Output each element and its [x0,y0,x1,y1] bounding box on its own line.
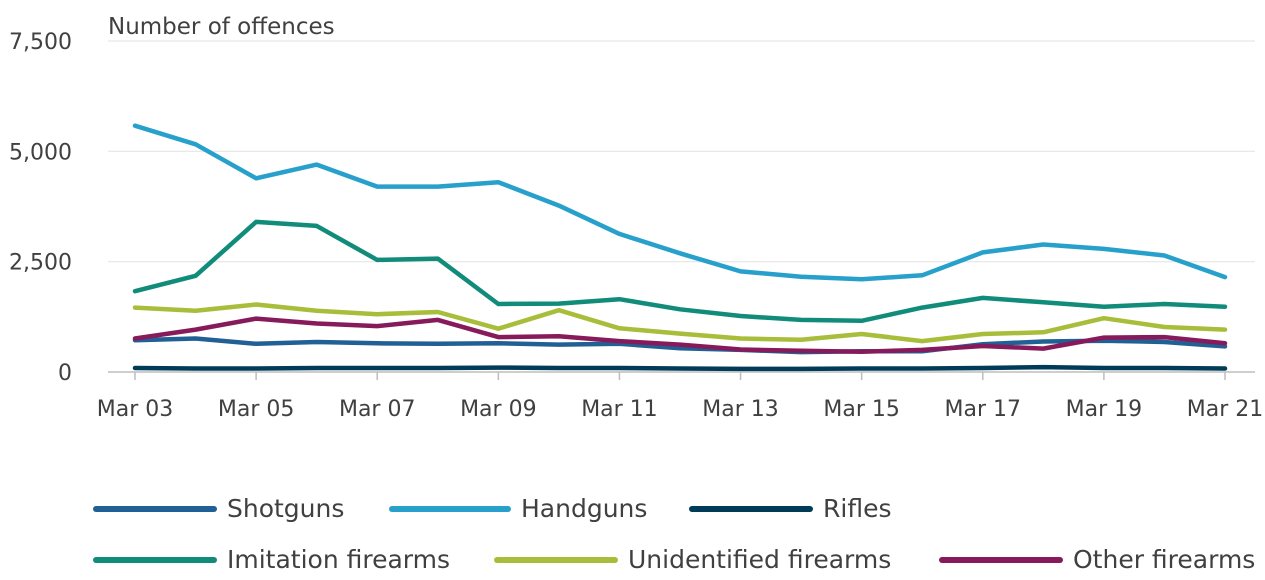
legend-item: Rifles [689,494,891,523]
series-line-unidentified-firearms [132,302,1228,344]
y-axis-title: Number of offences [108,14,335,40]
series-lines [132,123,1228,372]
y-tick-label: 0 [58,361,72,386]
grid-lines [108,40,1255,373]
legend-item: Handguns [389,494,647,523]
x-tick-label: Mar 09 [460,397,537,422]
series-line-handguns [132,123,1228,282]
x-tick-label: Mar 15 [823,397,900,422]
legend-item: Other firearms [939,545,1255,574]
series-line-shotguns [132,336,1228,355]
legend: Shotguns Handguns Rifles Imitation firearms… [93,494,1255,574]
legend-item: Shotguns [93,494,344,523]
y-axis-ticks: 0 2,500 5,000 7,500 [9,30,72,386]
legend-label: Rifles [823,494,891,523]
legend-label: Other firearms [1073,545,1255,574]
series-line-other-firearms [132,316,1228,354]
x-tick-label: Mar 13 [702,397,779,422]
x-tick-label: Mar 05 [218,397,295,422]
legend-label: Unidentified firearms [628,545,891,574]
series-line-imitation-firearms [132,219,1228,324]
x-axis-ticks: Mar 03 Mar 05 Mar 07 Mar 09 Mar 11 Mar 13 Mar … [97,372,1264,422]
x-tick-label: Mar 03 [97,397,174,422]
legend-item: Unidentified firearms [494,545,891,574]
y-tick-label: 2,500 [9,251,72,276]
x-tick-label: Mar 19 [1066,397,1143,422]
y-tick-label: 7,500 [9,30,72,55]
series-line-rifles [132,364,1228,372]
x-tick-label: Mar 11 [581,397,658,422]
legend-label: Handguns [521,494,647,523]
x-tick-label: Mar 21 [1187,397,1264,422]
x-tick-label: Mar 07 [339,397,416,422]
legend-label: Imitation firearms [227,545,450,574]
legend-label: Shotguns [227,494,344,523]
x-tick-label: Mar 17 [945,397,1022,422]
y-tick-label: 5,000 [9,140,72,165]
legend-item: Imitation firearms [93,545,450,574]
